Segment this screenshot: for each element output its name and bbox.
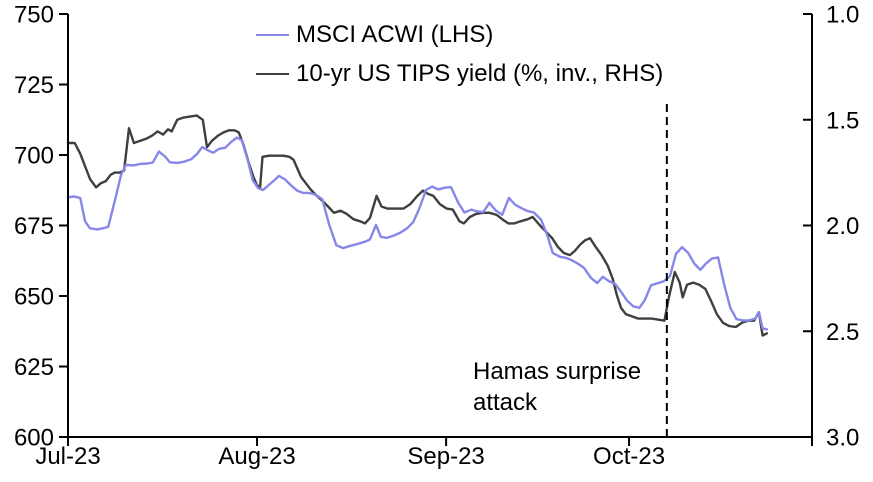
event-annotation-line1: Hamas surprise [473, 358, 642, 385]
legend-label-tips: 10-yr US TIPS yield (%, inv., RHS) [296, 60, 664, 87]
right-axis-tick-label: 3.0 [826, 425, 859, 452]
x-axis-tick-label: Jul-23 [35, 443, 100, 470]
legend-item-msci: MSCI ACWI (LHS) [256, 20, 663, 50]
msci-acwi-line [66, 136, 769, 331]
event-annotation: Hamas surprise attack [473, 356, 641, 418]
x-axis-tick-label: Oct-23 [593, 443, 665, 470]
legend-item-tips: 10-yr US TIPS yield (%, inv., RHS) [256, 59, 663, 89]
legend-label-msci: MSCI ACWI (LHS) [296, 21, 494, 48]
right-axis-tick-label: 2.0 [826, 213, 859, 240]
left-axis-tick-label: 750 [14, 2, 54, 29]
left-axis-tick-label: 650 [14, 284, 54, 311]
right-axis-tick-label: 1.5 [826, 107, 859, 134]
x-axis-tick-label: Aug-23 [218, 443, 295, 470]
legend: MSCI ACWI (LHS) 10-yr US TIPS yield (%, … [256, 20, 663, 89]
left-axis-tick-label: 675 [14, 213, 54, 240]
left-axis-tick-label: 725 [14, 72, 54, 99]
right-axis-tick-label: 2.5 [826, 319, 859, 346]
right-axis-tick-label: 1.0 [826, 2, 859, 29]
left-axis-tick-label: 625 [14, 354, 54, 381]
left-axis-tick-label: 600 [14, 425, 54, 452]
x-axis-tick-label: Sep-23 [407, 443, 484, 470]
msci-line-swatch [256, 34, 289, 36]
left-axis-tick-label: 700 [14, 143, 54, 170]
tips-line-swatch [256, 73, 289, 75]
tips-yield-line [66, 114, 769, 337]
event-annotation-line2: attack [473, 389, 538, 416]
